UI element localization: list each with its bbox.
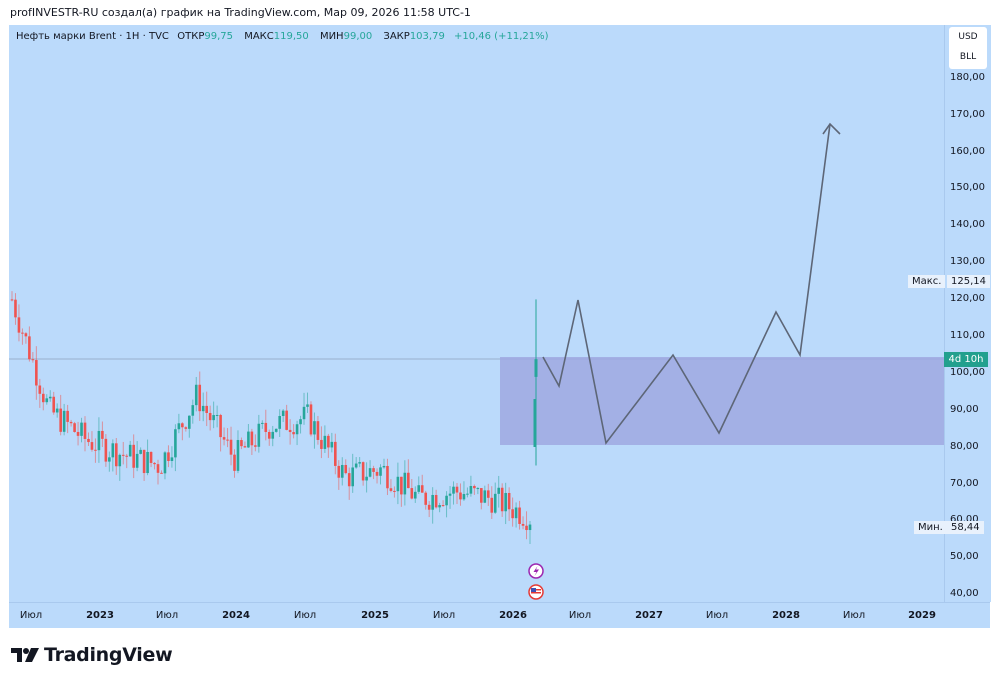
low-value: 99,00: [343, 31, 373, 42]
time-tick: 2028: [772, 610, 800, 621]
time-tick: Июл: [155, 610, 179, 621]
time-axis[interactable]: [9, 602, 990, 628]
price-tick: 120,00: [950, 293, 985, 304]
chart-credit: profINVESTR-RU создал(а) график на Tradi…: [10, 6, 471, 19]
max-value: 125,14: [947, 275, 990, 288]
price-tick: 40,00: [950, 588, 979, 599]
tradingview-logo[interactable]: TradingView: [11, 644, 173, 666]
currency-unit-button[interactable]: USD BLL: [949, 27, 987, 69]
symbol-name[interactable]: Нефть марки Brent · 1H · TVC: [16, 31, 169, 42]
price-tick: 180,00: [950, 72, 985, 83]
price-tick: 90,00: [950, 404, 979, 415]
price-tick: 150,00: [950, 182, 985, 193]
us-flag-event-icon[interactable]: [528, 584, 544, 600]
price-tick: 100,00: [950, 367, 985, 378]
price-tick: 160,00: [950, 146, 985, 157]
currency-label: USD: [958, 32, 978, 42]
price-tick: 70,00: [950, 478, 979, 489]
open-label: ОТКР: [177, 31, 205, 42]
open-value: 99,75: [204, 31, 234, 42]
time-tick: 2025: [361, 610, 389, 621]
time-tick: Июл: [19, 610, 43, 621]
time-tick: Июл: [842, 610, 866, 621]
price-tick: 170,00: [950, 109, 985, 120]
max-label: Макс.: [908, 275, 946, 288]
time-tick: Июл: [432, 610, 456, 621]
price-tick: 80,00: [950, 441, 979, 452]
time-tick: Июл: [705, 610, 729, 621]
projection-path[interactable]: [542, 123, 831, 445]
price-tick: 110,00: [950, 330, 985, 341]
price-tick: 60,00: [950, 514, 979, 525]
logo-text: TradingView: [44, 644, 173, 666]
time-tick: Июл: [568, 610, 592, 621]
high-label: МАКС: [244, 31, 274, 42]
lightning-event-icon[interactable]: [528, 563, 544, 579]
change-value: +10,46 (+11,21%): [454, 31, 549, 42]
symbol-legend: Нефть марки Brent · 1H · TVC ОТКР99,75 М…: [16, 31, 555, 42]
bar-countdown: 4d 10h: [944, 352, 988, 367]
min-label: Мин.: [914, 521, 947, 534]
projection-arrowhead-icon: [822, 122, 841, 135]
time-tick: 2027: [635, 610, 663, 621]
time-tick: Июл: [293, 610, 317, 621]
time-tick: 2026: [499, 610, 527, 621]
close-label: ЗАКР: [383, 31, 410, 42]
low-label: МИН: [319, 31, 344, 42]
time-tick: 2024: [222, 610, 250, 621]
time-tick: 2029: [908, 610, 936, 621]
high-value: 119,50: [273, 31, 309, 42]
unit-label: BLL: [959, 52, 977, 62]
consolidation-zone[interactable]: [500, 357, 944, 445]
price-axis[interactable]: [944, 25, 991, 602]
close-value: 103,79: [409, 31, 445, 42]
price-tick: 50,00: [950, 551, 979, 562]
time-tick: 2023: [86, 610, 114, 621]
price-tick: 140,00: [950, 219, 985, 230]
chart-pane[interactable]: [9, 25, 944, 602]
min-value: 58,44: [947, 521, 984, 534]
candlestick-series: [10, 291, 538, 545]
tradingview-logo-icon: [11, 648, 39, 662]
price-tick: 130,00: [950, 256, 985, 267]
